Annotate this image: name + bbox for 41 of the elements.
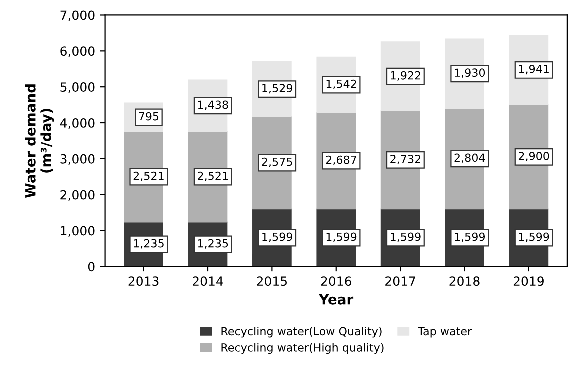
x-tick-label: 2017 <box>386 276 416 286</box>
legend-label: Recycling water(High quality) <box>222 343 384 354</box>
y-tick-label: 0 <box>88 262 95 272</box>
data-label: 1,599 <box>326 232 357 242</box>
data-label: 2,732 <box>390 155 420 165</box>
x-tick-label: 2016 <box>321 276 352 286</box>
data-label: 1,235 <box>134 239 164 249</box>
y-axis-title: Water demand (m³/day) <box>25 84 54 198</box>
data-label: 2,687 <box>326 156 356 166</box>
y-tick-label: 2,000 <box>60 190 95 202</box>
x-tick-label: 2013 <box>128 276 159 286</box>
y-tick-label: 1,000 <box>61 226 95 237</box>
data-label: 1,599 <box>455 232 486 242</box>
data-label: 2,521 <box>198 172 228 182</box>
y-tick-label: 5,000 <box>60 82 95 94</box>
y-tick-label: 3,000 <box>60 154 95 166</box>
data-label: 1,922 <box>391 71 420 81</box>
data-label: 2,521 <box>134 172 164 182</box>
x-axis-title: Year <box>319 294 354 305</box>
y-tick-label: 7,000 <box>60 10 95 22</box>
y-tick-label: 6,000 <box>60 46 95 58</box>
data-label: 2,575 <box>262 158 292 168</box>
x-tick-label: 2019 <box>514 276 544 286</box>
data-label: 1,599 <box>262 232 292 242</box>
y-tick-label: 4,000 <box>60 118 95 130</box>
data-label: 1,599 <box>519 232 550 242</box>
data-label: 1,941 <box>519 65 549 75</box>
x-tick-label: 2014 <box>193 276 224 286</box>
legend-label: Recycling water(Low Quality) <box>222 326 382 338</box>
legend-label: Tap water <box>418 327 472 338</box>
data-label: 1,529 <box>262 84 292 94</box>
data-label: 2,900 <box>518 152 550 162</box>
data-label: 2,804 <box>454 154 486 164</box>
data-label: 1,542 <box>326 80 356 90</box>
data-label: 795 <box>139 112 159 121</box>
x-tick-label: 2015 <box>257 276 287 286</box>
data-label: 1,235 <box>198 239 228 249</box>
data-label: 1,930 <box>455 68 486 78</box>
x-tick-label: 2018 <box>450 276 480 286</box>
data-label: 1,438 <box>198 100 228 110</box>
data-label: 1,599 <box>391 232 421 242</box>
